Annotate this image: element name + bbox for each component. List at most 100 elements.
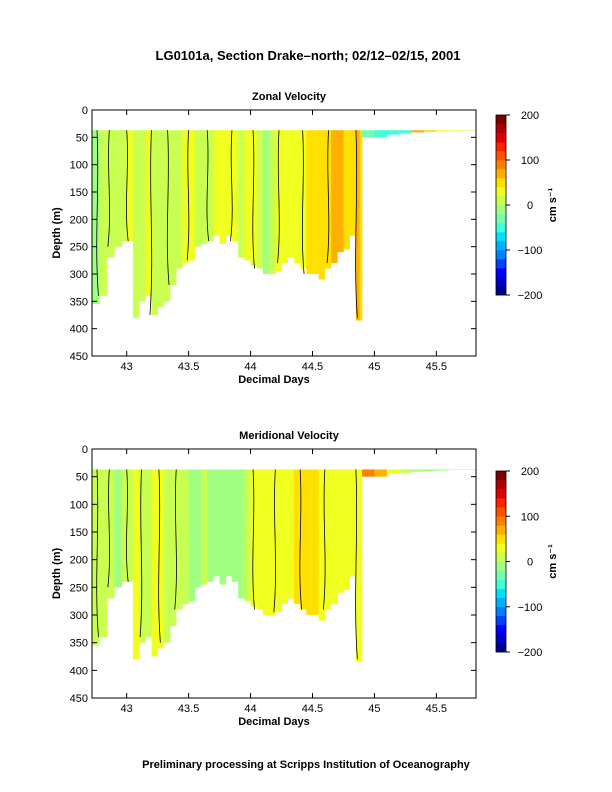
y-tick-label: 100	[70, 160, 88, 172]
x-tick-label: 44	[244, 703, 256, 715]
y-tick-label: 150	[70, 527, 88, 539]
data-column	[201, 469, 208, 585]
data-column	[238, 130, 245, 258]
contour-line	[252, 130, 255, 269]
data-column	[194, 469, 202, 588]
data-column	[213, 130, 220, 236]
y-axis-label: Depth (m)	[51, 548, 63, 600]
data-column	[145, 469, 152, 638]
colorbar-swatch	[496, 214, 506, 224]
data-column	[300, 469, 307, 610]
data-column	[139, 130, 146, 302]
contour-line	[96, 469, 99, 638]
data-column	[262, 130, 270, 274]
y-tick-label: 450	[70, 693, 88, 705]
x-tick-label: 44.5	[302, 361, 323, 373]
colorbar-tick-label: 200	[521, 466, 539, 478]
data-column	[194, 130, 202, 247]
y-tick-label: 50	[76, 472, 88, 484]
contour-line	[206, 130, 210, 242]
data-column	[374, 469, 388, 477]
data-column	[231, 130, 239, 242]
colorbar-swatch	[496, 160, 506, 170]
colorbar-tick-label: 100	[521, 511, 539, 523]
data-column	[281, 130, 289, 264]
data-column	[225, 130, 233, 236]
contour-line	[126, 469, 129, 582]
plot-frame	[91, 109, 477, 357]
colorbar-swatch	[496, 205, 506, 215]
data-column	[399, 130, 412, 134]
y-tick-label: 250	[70, 582, 88, 594]
contour-line	[158, 469, 161, 643]
data-column	[306, 469, 313, 615]
colorbar-swatch	[496, 169, 506, 179]
contour-line	[322, 469, 326, 610]
colorbar-swatch	[496, 516, 506, 526]
colorbar-tick-label: −200	[518, 290, 543, 302]
y-axis: 0 50 100 150 200 250 300 350 400 450	[70, 444, 476, 705]
data-column	[106, 469, 115, 599]
data-column	[157, 469, 165, 649]
data-column	[176, 469, 183, 610]
y-tick-label: 200	[70, 555, 88, 567]
data-column	[188, 469, 196, 602]
data-column	[157, 130, 165, 307]
data-column	[92, 469, 100, 646]
colorbar-swatch	[496, 543, 506, 553]
meridional-velocity-panel: 43 43.5 44 44.5 45 45.5 Decimal Days 0 50 100 150 2…	[51, 430, 559, 728]
data-column	[151, 469, 158, 657]
data-column	[170, 469, 177, 627]
contour-line	[149, 130, 153, 316]
contour-line	[299, 469, 303, 610]
data-column	[275, 469, 282, 613]
y-tick-label: 50	[76, 132, 88, 144]
colorbar-swatch	[496, 507, 506, 517]
contour-line	[230, 130, 233, 242]
colorbar-tick-label: −100	[518, 245, 543, 257]
colorbar-swatch	[496, 142, 506, 152]
data-column	[355, 469, 360, 663]
data-column	[256, 469, 264, 610]
colorbar-tick-label: 200	[521, 110, 539, 122]
data-column	[182, 469, 189, 604]
data-column	[281, 469, 289, 604]
data-column	[293, 130, 301, 264]
data-column	[436, 469, 450, 471]
contour-line	[277, 130, 280, 264]
x-tick-label: 43.5	[178, 361, 199, 373]
data-column	[349, 130, 357, 236]
data-column	[448, 469, 462, 471]
colorbar-swatch	[496, 489, 506, 499]
x-axis: 43 43.5 44 44.5 45 45.5	[121, 110, 447, 373]
data-column	[182, 130, 189, 264]
data-column	[207, 469, 214, 582]
colorbar-swatch	[496, 277, 506, 287]
velocity-field	[92, 130, 477, 321]
contour-line	[326, 130, 330, 264]
velocity-field	[92, 469, 477, 663]
colorbar-swatch	[496, 286, 506, 296]
data-column	[201, 130, 208, 244]
data-column	[262, 469, 270, 615]
x-tick-label: 45	[368, 703, 380, 715]
colorbar-swatch	[496, 471, 506, 481]
contour-line	[107, 469, 110, 588]
data-column	[359, 469, 363, 663]
data-column	[151, 130, 158, 315]
colorbar-label: cm s⁻¹	[547, 544, 559, 579]
y-tick-label: 400	[70, 665, 88, 677]
y-tick-label: 0	[82, 444, 88, 456]
data-column	[213, 469, 220, 577]
colorbar-tick-label: 0	[527, 557, 533, 569]
data-column	[461, 130, 477, 131]
zonal-velocity-panel: 43 43.5 44 44.5 45 45.5 Decimal Days 0 50 100 150 2…	[51, 91, 559, 386]
contour-line	[252, 469, 255, 610]
data-column	[349, 469, 357, 577]
colorbar-swatch	[496, 624, 506, 635]
data-column	[219, 469, 227, 585]
data-column	[362, 130, 375, 138]
data-column	[99, 469, 108, 638]
data-column	[145, 130, 152, 296]
x-tick-label: 45.5	[426, 703, 447, 715]
